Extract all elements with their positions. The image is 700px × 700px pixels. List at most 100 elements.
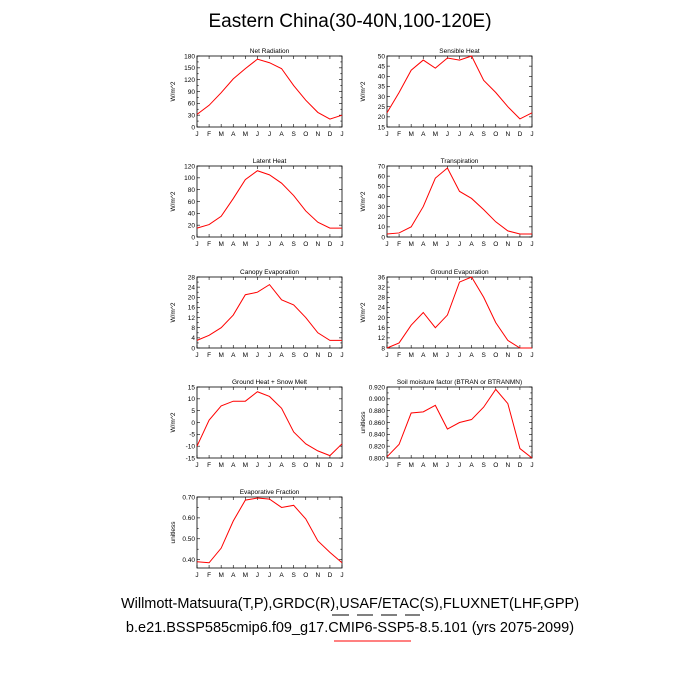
- latent-heat-frame: [196, 165, 343, 238]
- ground-evaporation-ytick-label: 12: [378, 335, 386, 342]
- ground-heat-snow-melt-xtick-label: J: [340, 462, 343, 469]
- soil-moisture-factor-btran-or-btranmn-xtick-label: D: [518, 462, 523, 469]
- evaporative-fraction-frame: [196, 496, 343, 569]
- caption-model-run: b.e21.BSSP585cmip6.f09_g17.CMIP6-SSP5-8.…: [125, 620, 575, 636]
- ground-evaporation-xtick-label: J: [530, 352, 533, 359]
- soil-moisture-factor-btran-or-btranmn-xtick-label: J: [458, 462, 461, 469]
- soil-moisture-factor-btran-or-btranmn-xtick-label: O: [493, 462, 498, 469]
- canopy-evaporation-ytick-label: 8: [191, 325, 195, 332]
- latent-heat-xtick-label: M: [218, 241, 223, 248]
- soil-moisture-factor-btran-or-btranmn-ytick-label: 0.900: [369, 396, 386, 403]
- ground-evaporation-title: Ground Evaporation: [430, 269, 489, 276]
- soil-moisture-factor-btran-or-btranmn-xtick-label: A: [469, 462, 474, 469]
- latent-heat-series-line: [196, 170, 342, 229]
- transpiration-xtick-label: S: [481, 241, 486, 248]
- ground-heat-snow-melt-xtick-label: N: [315, 462, 320, 469]
- ground-evaporation-series-line: [386, 276, 532, 349]
- evaporative-fraction-ytick-label: 0.60: [182, 515, 195, 522]
- canopy-evaporation-xtick-label: M: [243, 352, 248, 359]
- net-radiation-xtick-label: A: [279, 131, 284, 138]
- sensible-heat-xtick-label: N: [505, 131, 510, 138]
- net-radiation-xtick-label: M: [243, 131, 248, 138]
- net-radiation-xtick-label: S: [291, 131, 296, 138]
- latent-heat-xtick-label: A: [279, 241, 284, 248]
- evaporative-fraction-xtick-label: A: [231, 572, 236, 579]
- evaporative-fraction-xtick-label: S: [291, 572, 296, 579]
- ground-evaporation-xtick-label: D: [518, 352, 523, 359]
- ground-heat-snow-melt-xtick-label: J: [195, 462, 198, 469]
- soil-moisture-factor-btran-or-btranmn-xtick-label: M: [408, 462, 413, 469]
- sensible-heat-frame: [386, 55, 533, 128]
- ground-evaporation-xtick-label: F: [397, 352, 401, 359]
- ground-heat-snow-melt-xtick-label: S: [291, 462, 296, 469]
- ground-heat-snow-melt-ytick-label: 0: [191, 420, 195, 427]
- sensible-heat-xtick-label: D: [518, 131, 523, 138]
- ground-heat-snow-melt-title: Ground Heat + Snow Melt: [232, 379, 307, 386]
- canopy-evaporation-xtick-label: J: [340, 352, 343, 359]
- net-radiation-xtick-label: D: [328, 131, 333, 138]
- sensible-heat-ytick-label: 30: [378, 94, 386, 101]
- net-radiation-xtick-label: J: [256, 131, 259, 138]
- ground-evaporation-xtick-label: O: [493, 352, 498, 359]
- ground-evaporation-ytick-label: 28: [378, 295, 386, 302]
- soil-moisture-factor-btran-or-btranmn-ytick-label: 0.880: [369, 408, 386, 415]
- latent-heat-ytick-label: 0: [191, 234, 195, 241]
- sensible-heat-ytick-label: 45: [378, 63, 386, 70]
- evaporative-fraction-xtick-label: F: [207, 572, 211, 579]
- latent-heat-xtick-label: S: [291, 241, 296, 248]
- sensible-heat-ytick-label: 25: [378, 104, 386, 111]
- ground-evaporation-ylabel: W/m^2: [360, 302, 367, 322]
- canopy-evaporation-xtick-label: S: [291, 352, 296, 359]
- transpiration-xtick-label: N: [505, 241, 510, 248]
- canopy-evaporation-ytick-label: 12: [188, 315, 196, 322]
- evaporative-fraction-xtick-label: N: [315, 572, 320, 579]
- transpiration-xtick-label: J: [385, 241, 388, 248]
- transpiration-ytick-label: 20: [378, 214, 386, 221]
- soil-moisture-factor-btran-or-btranmn-series-line: [386, 388, 533, 459]
- ground-heat-snow-melt-ytick-label: 15: [188, 384, 196, 391]
- net-radiation-xtick-label: A: [231, 131, 236, 138]
- ground-heat-snow-melt-xtick-label: D: [328, 462, 333, 469]
- net-radiation-ytick-label: 0: [191, 124, 195, 131]
- latent-heat-xtick-label: A: [231, 241, 236, 248]
- transpiration-xtick-label: J: [530, 241, 533, 248]
- canopy-evaporation-xtick-label: F: [207, 352, 211, 359]
- transpiration-ytick-label: 50: [378, 184, 386, 191]
- ground-heat-snow-melt-xtick-label: J: [268, 462, 271, 469]
- canopy-evaporation-xtick-label: A: [279, 352, 284, 359]
- canopy-evaporation-xtick-label: M: [218, 352, 223, 359]
- transpiration-ytick-label: 10: [378, 224, 386, 231]
- ground-heat-snow-melt-series-line: [196, 391, 343, 457]
- canopy-evaporation-ytick-label: 28: [188, 274, 196, 281]
- transpiration-ytick-label: 30: [378, 204, 386, 211]
- canopy-evaporation-xtick-label: J: [268, 352, 271, 359]
- canopy-evaporation-ytick-label: 16: [188, 305, 196, 312]
- latent-heat-xtick-label: J: [340, 241, 343, 248]
- transpiration-xtick-label: A: [469, 241, 474, 248]
- net-radiation-xtick-label: N: [315, 131, 320, 138]
- latent-heat-xtick-label: F: [207, 241, 211, 248]
- evaporative-fraction-xtick-label: J: [256, 572, 259, 579]
- evaporative-fraction-ytick-label: 0.40: [182, 557, 195, 564]
- latent-heat-ytick-label: 40: [188, 211, 196, 218]
- sensible-heat-xtick-label: J: [530, 131, 533, 138]
- soil-moisture-factor-btran-or-btranmn-ytick-label: 0.820: [369, 443, 386, 450]
- ground-evaporation-ytick-label: 8: [381, 345, 385, 352]
- canopy-evaporation-title: Canopy Evaporation: [240, 269, 299, 276]
- sensible-heat-xtick-label: J: [446, 131, 449, 138]
- ground-heat-snow-melt-ylabel: W/m^2: [170, 412, 177, 432]
- soil-moisture-factor-btran-or-btranmn-ylabel: unitless: [360, 411, 367, 434]
- canopy-evaporation-xtick-label: J: [195, 352, 198, 359]
- ground-evaporation-xtick-label: J: [446, 352, 449, 359]
- canopy-evaporation-ylabel: W/m^2: [170, 302, 177, 322]
- transpiration-xtick-label: D: [518, 241, 523, 248]
- canopy-evaporation-ytick-label: 0: [191, 345, 195, 352]
- ground-heat-snow-melt-xtick-label: M: [218, 462, 223, 469]
- soil-moisture-factor-btran-or-btranmn-ytick-label: 0.860: [369, 420, 386, 427]
- ground-heat-snow-melt-ytick-label: 5: [191, 408, 195, 415]
- sensible-heat-xtick-label: A: [469, 131, 474, 138]
